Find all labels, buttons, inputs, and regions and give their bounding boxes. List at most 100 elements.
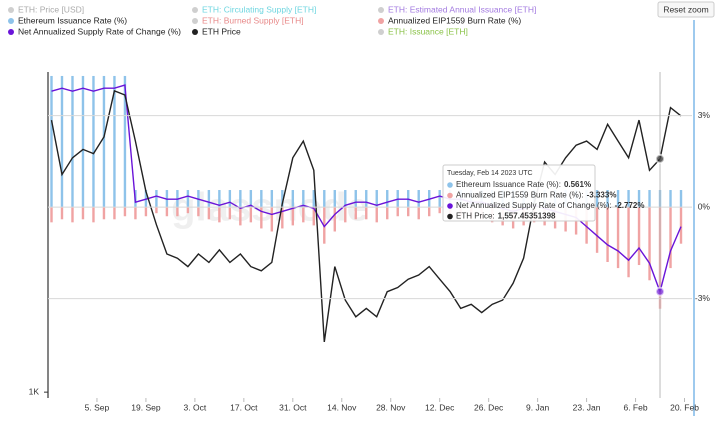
bar (417, 190, 420, 208)
bar (428, 207, 431, 217)
bar (165, 207, 169, 217)
tooltip-value: 1,557.45351398 (498, 212, 556, 221)
bar (595, 190, 599, 208)
bar (354, 190, 357, 208)
bar (595, 207, 599, 253)
bar (344, 190, 347, 208)
x-tick-label: 28. Nov (376, 402, 406, 412)
legend-label[interactable]: ETH Price (202, 26, 241, 36)
tooltip-row: ETH Price: 1,557.45351398 (456, 212, 556, 221)
bar (417, 207, 420, 220)
bar (386, 207, 389, 220)
legend-marker (192, 18, 198, 24)
bar (344, 207, 347, 223)
bar (92, 207, 95, 223)
legend-label[interactable]: Ethereum Issuance Rate (%) (18, 15, 127, 25)
bar (365, 207, 368, 220)
tooltip-marker (447, 213, 453, 220)
legend-label[interactable]: ETH: Burned Supply [ETH] (202, 15, 304, 25)
legend-marker (378, 18, 384, 24)
tooltip-value: -2.772% (615, 201, 645, 210)
bar (60, 75, 64, 208)
tooltip-label: ETH Price: (456, 212, 495, 221)
bar (207, 190, 211, 208)
legend-label[interactable]: ETH: Price [USD] (18, 4, 84, 14)
x-tick-label: 12. Dec (425, 402, 455, 412)
bar (270, 190, 274, 208)
bar (50, 207, 53, 223)
tooltip-marker (447, 203, 453, 209)
bar (239, 207, 242, 226)
bar (102, 75, 106, 208)
bar (438, 190, 441, 208)
legend-label[interactable]: Net Annualized Supply Rate of Change (%) (18, 26, 181, 36)
series-line (50, 89, 682, 342)
bar (218, 190, 221, 208)
bar (249, 207, 253, 223)
x-tick-label: 9. Jan (526, 402, 549, 412)
tooltip-label: Annualized EIP1559 Burn Rate (%): (456, 191, 584, 200)
bar (134, 207, 137, 220)
tooltip-box (442, 164, 596, 222)
legend-label[interactable]: ETH: Circulating Supply [ETH] (202, 4, 316, 14)
bar (207, 207, 211, 220)
bar (679, 190, 683, 208)
bar (102, 207, 106, 220)
bar (323, 190, 326, 208)
tooltip-row: Net Annualized Supply Rate of Change (%)… (456, 201, 644, 210)
legend-label[interactable]: ETH: Estimated Annual Issuance [ETH] (388, 4, 536, 14)
bar (176, 207, 179, 217)
reset-zoom-button[interactable] (657, 1, 715, 18)
legend-label[interactable]: ETH: Issuance [ETH] (388, 26, 468, 36)
bar (396, 207, 399, 217)
x-tick-label: 23. Jan (573, 402, 601, 412)
reset-zoom-label[interactable]: Reset zoom (663, 4, 708, 14)
bar (291, 207, 295, 226)
bar (312, 207, 315, 226)
bar (218, 207, 221, 223)
bar (281, 207, 284, 229)
bar (302, 190, 305, 208)
bar (270, 207, 274, 232)
bar (260, 207, 263, 229)
x-tick-label: 31. Oct (279, 402, 307, 412)
legend-marker (8, 7, 14, 13)
legend-label[interactable]: Annualized EIP1559 Burn Rate (%) (388, 15, 521, 25)
bar (71, 75, 74, 208)
bar (375, 207, 378, 223)
y2-tick-label: 0% (698, 201, 711, 211)
bar (144, 207, 148, 217)
tooltip-label: Net Annualized Supply Rate of Change (%)… (456, 201, 612, 210)
bar (365, 190, 368, 208)
y-tick-label: 1K (29, 386, 40, 396)
bar (606, 190, 609, 208)
hover-point (655, 286, 666, 297)
x-tick-label: 14. Nov (327, 402, 357, 412)
legend-marker (8, 29, 14, 35)
bar (333, 207, 336, 232)
bar (585, 207, 588, 244)
tooltip-row: Ethereum Issuance Rate (%): 0.561% (456, 180, 591, 189)
bar (186, 207, 190, 214)
bar (354, 207, 357, 220)
bar (679, 207, 683, 244)
bar (627, 190, 630, 208)
bar (616, 190, 620, 208)
x-tick-label: 6. Feb (623, 402, 647, 412)
hover-point (655, 153, 666, 164)
x-tick-label: 26. Dec (474, 402, 504, 412)
legend-marker (192, 7, 198, 13)
bar (155, 190, 158, 208)
x-tick-label: 5. Sep (85, 402, 110, 412)
y2-tick-label: 3% (698, 110, 711, 120)
bar (616, 207, 620, 269)
bar (386, 190, 389, 208)
bar (123, 207, 127, 217)
bar (302, 207, 305, 223)
bar (60, 207, 64, 220)
bar (407, 207, 410, 217)
bar (260, 190, 263, 208)
bar (281, 190, 284, 208)
bar (627, 207, 630, 278)
